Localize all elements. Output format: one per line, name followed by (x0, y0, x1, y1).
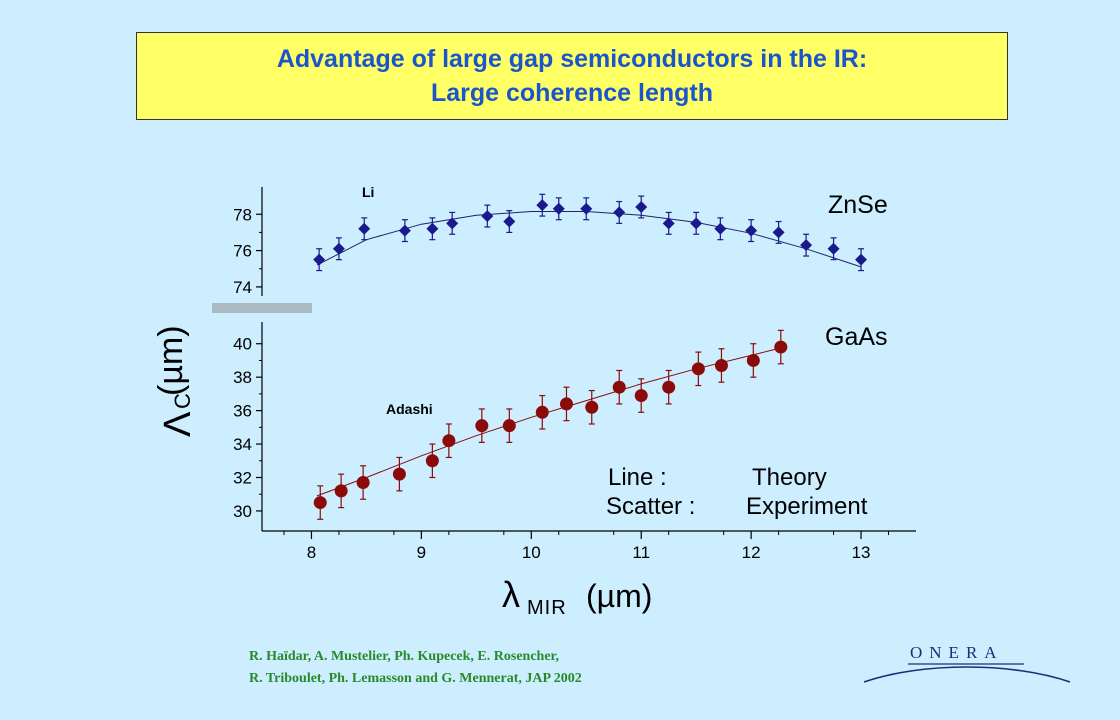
data-point-znse (772, 226, 785, 239)
reference-line-2: R. Triboulet, Ph. Lemasson and G. Menner… (249, 671, 582, 686)
data-point-znse (313, 253, 326, 266)
x-tick-label: 11 (632, 543, 650, 562)
data-point-znse (426, 222, 439, 235)
x-axis-unit: (µm) (586, 578, 652, 614)
y-axis-symbol: Λ (157, 411, 199, 437)
data-point-gaas (634, 389, 648, 403)
reference-citation: R. Haïdar, A. Mustelier, Ph. Kupecek, E.… (249, 646, 582, 690)
data-point-gaas (559, 397, 573, 411)
data-point-znse (332, 242, 345, 255)
y-axis-unit: (µm) (152, 325, 190, 396)
y-tick-label-gaas: 38 (233, 368, 252, 387)
data-point-znse (536, 199, 549, 212)
data-point-gaas (612, 380, 626, 394)
data-point-gaas (662, 380, 676, 394)
y-tick-label-gaas: 32 (233, 468, 252, 487)
data-point-znse (580, 202, 593, 215)
data-point-znse (613, 206, 626, 219)
data-point-znse (358, 222, 371, 235)
data-point-znse (662, 217, 675, 230)
reference-line-1: R. Haïdar, A. Mustelier, Ph. Kupecek, E.… (249, 649, 559, 664)
data-point-znse (714, 222, 727, 235)
y-tick-label-znse: 76 (233, 242, 252, 261)
x-tick-label: 9 (417, 543, 426, 562)
onera-logo-text: ONERA (910, 643, 1004, 662)
data-point-znse (690, 217, 703, 230)
onera-logo-swoosh (863, 666, 1071, 683)
theory-curve-gaas (316, 346, 785, 497)
title-box: Advantage of large gap semiconductors in… (136, 32, 1008, 120)
legend-line-key: Line : (608, 464, 667, 491)
x-tick-label: 10 (522, 543, 541, 562)
panel-label-znse: ZnSe (828, 191, 888, 219)
data-point-gaas (774, 340, 788, 354)
data-point-gaas (356, 476, 370, 490)
data-point-znse (855, 253, 868, 266)
data-point-gaas (714, 358, 728, 372)
data-point-znse (503, 215, 516, 228)
annotation-gaas-source: Adashi (386, 401, 433, 417)
y-tick-label-gaas: 40 (233, 335, 252, 354)
data-point-gaas (585, 400, 599, 414)
x-axis-symbol: λ (502, 574, 520, 615)
data-point-znse (800, 239, 813, 252)
axis-break (212, 303, 312, 313)
data-point-gaas (502, 419, 516, 433)
data-point-znse (552, 202, 565, 215)
data-point-gaas (425, 454, 439, 468)
data-point-znse (481, 210, 494, 223)
x-axis-subscript: MIR (527, 597, 567, 619)
data-point-znse (827, 242, 840, 255)
data-point-gaas (334, 484, 348, 498)
data-point-gaas (442, 434, 456, 448)
data-point-znse (745, 224, 758, 237)
data-point-gaas (392, 467, 406, 481)
y-tick-label-gaas: 36 (233, 402, 252, 421)
x-tick-label: 12 (742, 543, 761, 562)
legend-scatter-key: Scatter : (606, 493, 695, 520)
legend-scatter-value: Experiment (746, 493, 868, 520)
y-axis-subscript: C (170, 393, 195, 409)
onera-logo: ONERA (863, 643, 1071, 683)
x-tick-label: 13 (852, 543, 871, 562)
title-line-2: Large coherence length (430, 79, 714, 107)
x-tick-label: 8 (307, 543, 316, 562)
legend-line-value: Theory (752, 464, 827, 491)
data-point-znse (635, 200, 648, 213)
data-point-znse (398, 224, 411, 237)
y-tick-label-znse: 74 (233, 278, 252, 297)
data-point-gaas (746, 353, 760, 367)
data-point-znse (446, 217, 459, 230)
title-line-1: Advantage of large gap semiconductors in… (276, 45, 868, 73)
y-tick-label-gaas: 34 (233, 435, 252, 454)
data-point-gaas (691, 362, 705, 376)
data-point-gaas (475, 419, 489, 433)
panel-label-gaas: GaAs (825, 323, 888, 351)
annotation-znse-source: Li (362, 184, 374, 200)
data-point-gaas (535, 405, 549, 419)
y-tick-label-znse: 78 (233, 205, 252, 224)
y-tick-label-gaas: 30 (233, 502, 252, 521)
data-point-gaas (313, 496, 327, 510)
